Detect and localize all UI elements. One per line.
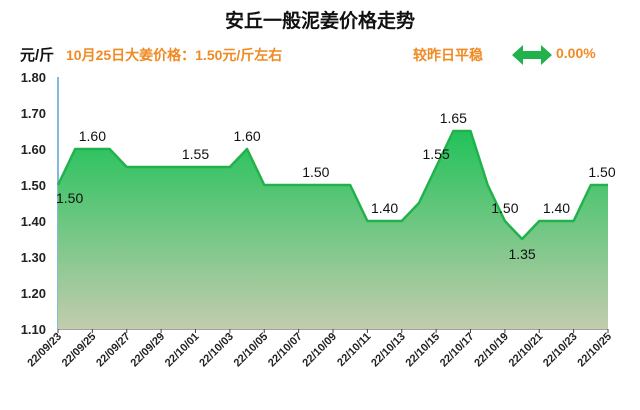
data-label: 1.55 xyxy=(423,146,450,162)
x-tick-label: 22/10/15 xyxy=(403,331,442,370)
compare-label: 较昨日平稳 xyxy=(413,47,483,63)
data-label: 1.60 xyxy=(79,128,106,144)
change-value: 0.00% xyxy=(556,45,596,61)
x-tick-label: 22/10/21 xyxy=(507,331,546,370)
double-arrow-icon xyxy=(512,45,552,65)
x-tick-label: 22/09/27 xyxy=(94,331,133,370)
chart-title: 安丘一般泥姜价格走势 xyxy=(224,11,415,32)
data-labels: 1.50 1.60 1.55 1.60 1.50 1.40 1.55 1.65 1.50 1.35… xyxy=(56,110,616,262)
x-tick-label: 22/10/09 xyxy=(300,331,339,370)
x-tick-label: 22/10/19 xyxy=(472,331,511,370)
price-note: 10月25日大姜价格：1.50元/斤左右 xyxy=(66,47,283,63)
x-tick-label: 22/10/03 xyxy=(197,331,236,370)
x-tick-label: 22/10/01 xyxy=(163,331,202,370)
x-tick-label: 22/10/17 xyxy=(438,331,477,370)
data-label: 1.35 xyxy=(508,246,535,262)
data-label: 1.40 xyxy=(543,200,570,216)
data-label: 1.50 xyxy=(491,200,518,216)
data-label: 1.50 xyxy=(588,164,615,180)
series-area xyxy=(56,129,609,329)
y-tick-label: 1.10 xyxy=(21,322,46,337)
x-tick-label: 22/10/11 xyxy=(335,331,373,369)
series-area-fill xyxy=(58,131,608,329)
data-label: 1.50 xyxy=(56,190,83,206)
y-tick-label: 1.70 xyxy=(21,106,46,121)
y-tick-label: 1.20 xyxy=(21,286,46,301)
y-tick-label: 1.60 xyxy=(21,142,46,157)
x-tick-label: 22/10/23 xyxy=(541,331,580,370)
y-tick-label: 1.80 xyxy=(21,70,46,85)
x-tick-label: 22/10/07 xyxy=(266,331,305,370)
y-tick-label: 1.40 xyxy=(21,214,46,229)
data-label: 1.60 xyxy=(233,128,260,144)
y-tick-label: 1.50 xyxy=(21,178,46,193)
x-tick-label: 22/10/13 xyxy=(369,331,408,370)
y-tick-label: 1.30 xyxy=(21,250,46,265)
x-tick-label: 22/10/25 xyxy=(575,331,614,370)
x-tick-label: 22/10/05 xyxy=(232,331,271,370)
data-label: 1.55 xyxy=(182,146,209,162)
data-label: 1.65 xyxy=(440,110,467,126)
x-tick-label: 22/09/29 xyxy=(128,331,167,370)
unit-label: 元/斤 xyxy=(20,47,55,64)
data-label: 1.40 xyxy=(371,200,398,216)
data-label: 1.50 xyxy=(302,164,329,180)
x-tick-label: 22/09/25 xyxy=(60,331,99,370)
